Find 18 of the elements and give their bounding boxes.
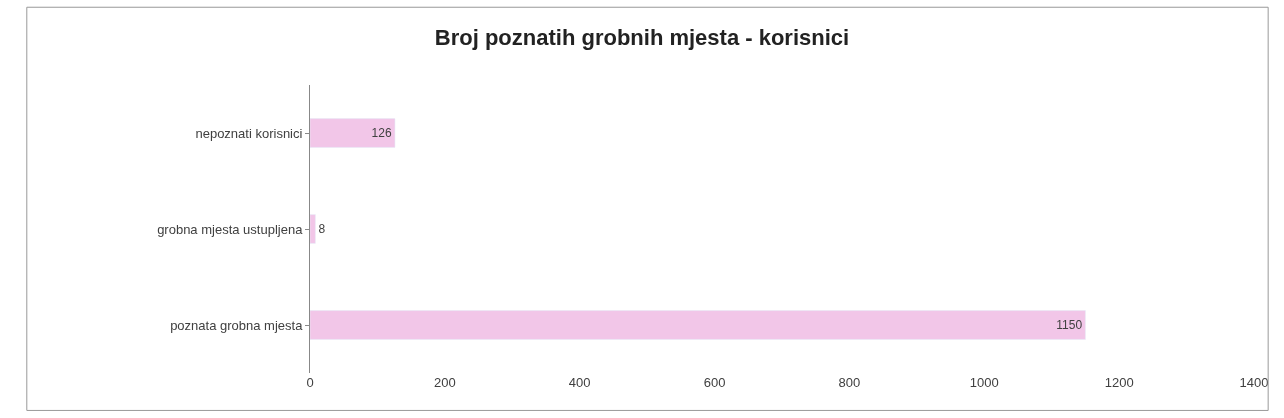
data-label: 126: [371, 126, 392, 140]
bar: [310, 214, 316, 244]
data-label: 1150: [1056, 318, 1083, 332]
x-tick-label: 1200: [1104, 375, 1134, 390]
x-tick-label: 200: [434, 375, 456, 390]
y-tick-label: grobna mjesta ustupljena: [157, 221, 304, 237]
x-tick-label: 1000: [969, 375, 999, 390]
y-tick-label: poznata grobna mjesta: [170, 317, 304, 333]
chart-title: Broj poznatih grobnih mjesta - korisnici: [434, 24, 850, 50]
x-tick-label: 400: [568, 375, 591, 390]
bar: [310, 118, 396, 148]
data-label: 8: [318, 222, 326, 236]
y-tick-label: nepoznati korisnici: [195, 125, 303, 141]
x-tick-label: 800: [838, 375, 861, 390]
x-tick-label: 600: [703, 375, 726, 390]
bar: [310, 310, 1086, 340]
x-tick-label: 0: [306, 375, 314, 390]
x-tick-label: 1400: [1239, 375, 1269, 390]
